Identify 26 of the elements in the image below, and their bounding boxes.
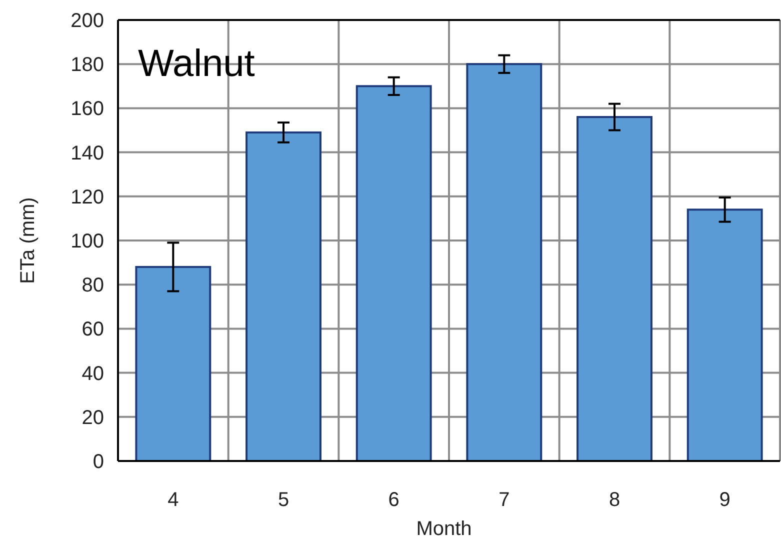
y-tick-label: 180 <box>70 54 104 76</box>
y-axis-title: ETa (mm) <box>17 197 39 284</box>
y-tick-label: 80 <box>82 274 104 297</box>
x-tick-label: 7 <box>498 489 510 511</box>
x-tick-label: 6 <box>388 489 400 511</box>
y-tick-label: 20 <box>82 406 104 429</box>
y-tick-label: 140 <box>70 142 104 164</box>
x-tick-label: 5 <box>278 489 290 511</box>
bar <box>576 116 652 462</box>
y-tick-label: 0 <box>92 451 104 473</box>
x-tick-label: 4 <box>168 489 179 511</box>
x-tick-label: 8 <box>608 489 620 511</box>
y-tick-label: 40 <box>82 362 104 385</box>
y-tick-label: 120 <box>70 186 104 208</box>
x-tick-label: 9 <box>719 489 730 511</box>
x-axis-title: Month <box>416 518 472 540</box>
bar <box>246 131 322 462</box>
bar <box>466 63 542 462</box>
y-tick-label: 100 <box>70 230 104 252</box>
y-tick-label: 200 <box>70 10 104 32</box>
text: Walnut <box>138 43 256 85</box>
bar <box>686 208 763 462</box>
bar <box>135 266 212 462</box>
y-tick-label: 160 <box>70 98 104 120</box>
bar <box>356 85 432 462</box>
y-tick-label: 60 <box>82 318 104 341</box>
